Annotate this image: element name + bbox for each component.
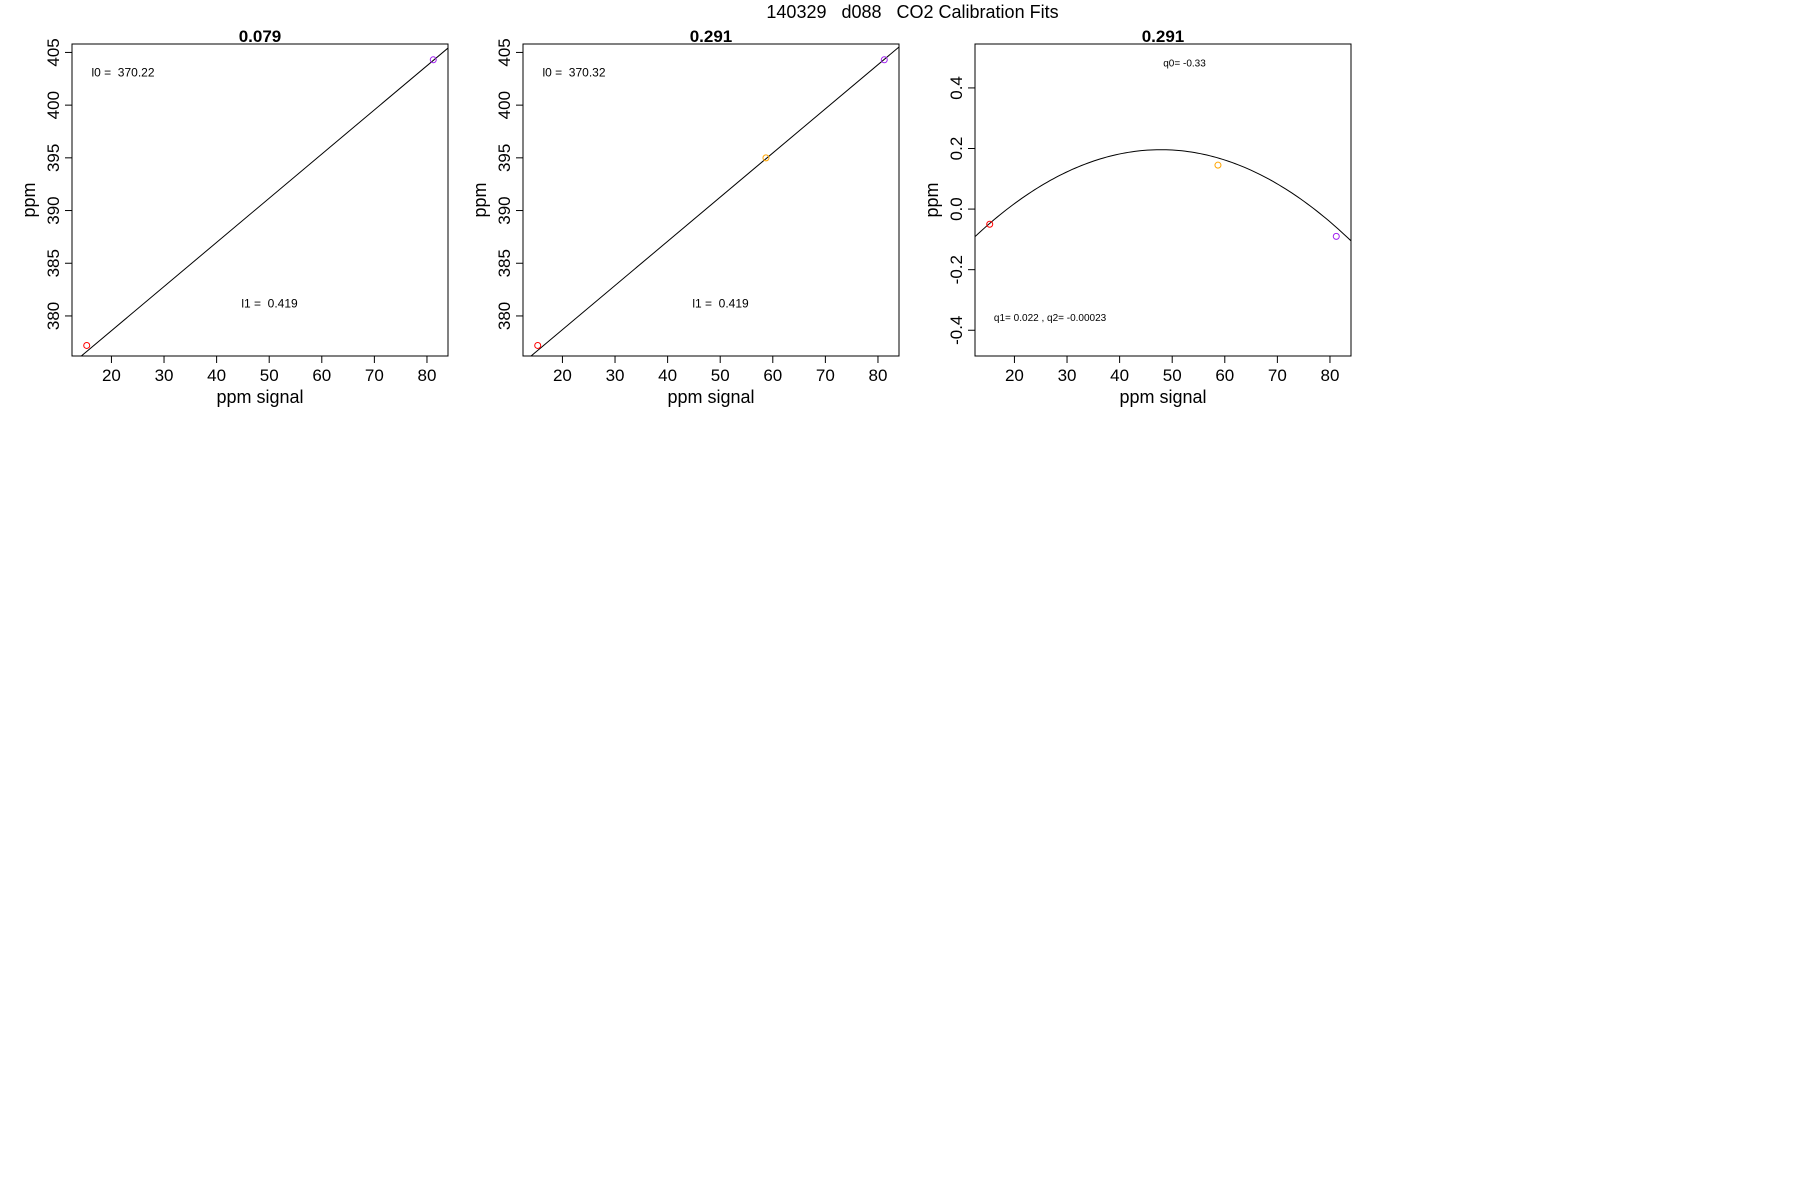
chart-title: 0.291 (1142, 27, 1185, 46)
fit-annotation: l1 = 0.419 (241, 297, 298, 311)
x-tick-label: 20 (102, 366, 121, 385)
y-tick-label: 405 (495, 38, 514, 66)
x-tick-label: 20 (1005, 366, 1024, 385)
data-point (1214, 161, 1222, 169)
y-tick-label: 0.2 (947, 137, 966, 161)
fit-annotation: q1= 0.022 , q2= -0.00023 (994, 313, 1107, 324)
fit-curve (975, 149, 1351, 242)
data-point (534, 341, 542, 349)
x-tick-label: 20 (553, 366, 572, 385)
y-tick-label: 400 (44, 91, 63, 119)
x-tick-label: 30 (155, 366, 174, 385)
plot-frame (974, 43, 1352, 357)
chart-panel-1: 0.079 20 30 40 50 60 70 80 ppm signal 380 385 390 39… (19, 27, 449, 407)
data-point (762, 154, 770, 162)
fit-annotation: l0 = 370.22 (91, 66, 154, 80)
y-tick-label: -0.4 (947, 316, 966, 345)
y-tick-label: 380 (44, 302, 63, 330)
y-tick-label: 405 (44, 38, 63, 66)
y-tick-label: 0.4 (947, 76, 966, 100)
x-tick-label: 80 (1321, 366, 1340, 385)
x-axis-label: ppm signal (1119, 387, 1206, 407)
fit-annotation: l1 = 0.419 (692, 297, 749, 311)
y-tick-label: 0.0 (947, 197, 966, 221)
y-tick-label: 390 (495, 196, 514, 224)
y-tick-label: 385 (44, 249, 63, 277)
plot-data (80, 47, 448, 356)
data-point (83, 341, 91, 349)
x-tick-label: 40 (658, 366, 677, 385)
x-tick-label: 50 (1163, 366, 1182, 385)
chart-panel-3: 0.291 20 30 40 50 60 70 80 ppm signal -0.4 -0.2 0.0… (922, 27, 1352, 407)
figure-title: 140329 d088 CO2 Calibration Fits (766, 2, 1059, 22)
y-tick-label: 390 (44, 196, 63, 224)
y-axis-label: ppm (19, 182, 39, 217)
x-tick-label: 70 (816, 366, 835, 385)
data-point (880, 56, 888, 64)
x-axis-label: ppm signal (667, 387, 754, 407)
data-point (986, 220, 994, 228)
chart-title: 0.291 (690, 27, 733, 46)
fit-annotation: l0 = 370.32 (542, 66, 605, 80)
y-axis-label: ppm (922, 182, 942, 217)
x-axis-label: ppm signal (216, 387, 303, 407)
x-tick-label: 30 (606, 366, 625, 385)
data-point (429, 56, 437, 64)
plot-data (975, 149, 1351, 242)
fit-annotation: q0= -0.33 (1163, 59, 1206, 70)
chart-title: 0.079 (239, 27, 282, 46)
x-tick-label: 60 (763, 366, 782, 385)
y-tick-label: -0.2 (947, 255, 966, 284)
x-tick-label: 70 (1268, 366, 1287, 385)
y-tick-label: 395 (44, 144, 63, 172)
y-tick-label: 395 (495, 144, 514, 172)
data-point (1332, 232, 1340, 240)
x-tick-label: 50 (711, 366, 730, 385)
fit-line (80, 47, 448, 356)
x-tick-label: 60 (312, 366, 331, 385)
x-tick-label: 40 (207, 366, 226, 385)
y-tick-label: 385 (495, 249, 514, 277)
x-tick-label: 80 (418, 366, 437, 385)
x-tick-label: 60 (1215, 366, 1234, 385)
y-tick-label: 400 (495, 91, 514, 119)
y-axis-label: ppm (470, 182, 490, 217)
x-tick-label: 80 (869, 366, 888, 385)
y-tick-label: 380 (495, 302, 514, 330)
x-tick-label: 70 (365, 366, 384, 385)
fit-line (530, 46, 899, 356)
chart-panel-2: 0.291 20 30 40 50 60 70 80 ppm signal 380 385 390 39… (470, 27, 900, 407)
x-tick-label: 30 (1058, 366, 1077, 385)
x-tick-label: 40 (1110, 366, 1129, 385)
x-tick-label: 50 (260, 366, 279, 385)
plot-data (530, 46, 899, 356)
